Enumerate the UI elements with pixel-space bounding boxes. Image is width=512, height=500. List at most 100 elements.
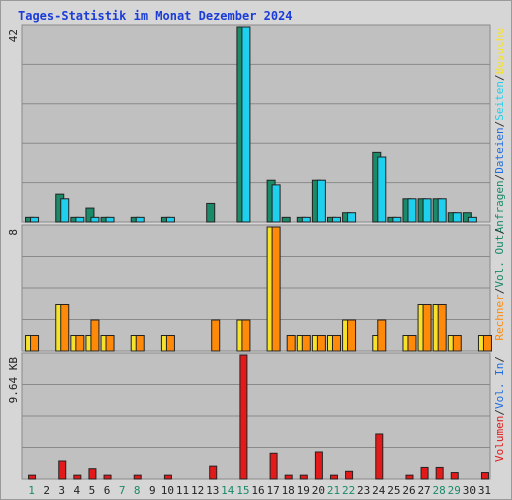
- bar-Dateien-day-19: [301, 216, 311, 223]
- bar-Dateien-day-26: [407, 198, 417, 223]
- bar-Rechner-day-28: [437, 304, 447, 352]
- bar-Volumen-day-8: [133, 474, 142, 480]
- bar-Volumen-day-26: [405, 474, 414, 480]
- y-max-label: 8: [7, 229, 20, 236]
- bar-Volumen-day-17: [269, 452, 278, 480]
- legend-item: Vol. Out: [493, 235, 506, 288]
- day-label-29: 29: [448, 484, 461, 497]
- day-label-23: 23: [357, 484, 370, 497]
- chart-panels: 42 8 9.64 KB: [7, 24, 492, 480]
- day-label-15: 15: [236, 484, 249, 497]
- bar-Anfragen-day-5: [85, 207, 95, 223]
- bar-Rechner-day-6: [105, 335, 115, 352]
- bar-Volumen-day-20: [314, 451, 323, 480]
- legend-item: /: [493, 228, 506, 235]
- bar-Volumen-day-27: [420, 466, 429, 480]
- bar-Dateien-day-3: [60, 198, 70, 223]
- day-label-24: 24: [372, 484, 386, 497]
- day-label-20: 20: [312, 484, 325, 497]
- legend-item: Rechner: [493, 294, 506, 341]
- day-label-9: 9: [149, 484, 156, 497]
- bar-Dateien-day-6: [105, 216, 115, 223]
- day-label-26: 26: [402, 484, 415, 497]
- day-label-27: 27: [417, 484, 430, 497]
- bar-Dateien-day-4: [75, 216, 85, 223]
- y-max-label: 9.64 KB: [7, 357, 20, 404]
- bar-Dateien-day-21: [331, 216, 341, 223]
- legend-visits_sites: Rechner/Vol. Out/: [493, 228, 506, 341]
- bar-Volumen-day-31: [480, 472, 489, 480]
- bar-Rechner-day-8: [135, 335, 145, 352]
- bar-Rechner-day-24: [377, 319, 387, 352]
- day-axis-labels: 1 2 3 4 5 6 7 8 9 10 11 12 13 14 15 16 17 18 19 20 21 22 23 24 2…: [28, 484, 491, 497]
- bar-Rechner-day-27: [422, 304, 432, 352]
- legend-item: /: [493, 74, 506, 81]
- legend-item: /: [493, 288, 506, 295]
- bar-Volumen-day-24: [375, 433, 384, 480]
- day-label-28: 28: [433, 484, 446, 497]
- bar-Rechner-day-20: [316, 335, 326, 352]
- bar-Volumen-day-3: [58, 460, 67, 480]
- bar-Rechner-day-18: [286, 335, 296, 352]
- bar-Rechner-day-17: [271, 226, 281, 352]
- bar-Rechner-day-13: [211, 319, 221, 352]
- bar-Dateien-day-27: [422, 198, 432, 223]
- legend-item: Besuche: [493, 28, 506, 74]
- day-label-19: 19: [297, 484, 310, 497]
- day-label-17: 17: [266, 484, 279, 497]
- bar-Volumen-day-29: [450, 472, 459, 480]
- bar-Rechner-day-4: [75, 335, 85, 352]
- bar-Volumen-day-10: [163, 474, 172, 480]
- legend-item: /: [493, 356, 506, 363]
- bar-Volumen-day-18: [284, 474, 293, 480]
- bar-Volumen-day-22: [345, 470, 354, 480]
- day-label-2: 2: [43, 484, 50, 497]
- bar-Volumen-day-4: [73, 474, 82, 480]
- legend-item: Volumen: [493, 416, 506, 462]
- day-label-12: 12: [191, 484, 204, 497]
- bar-Volumen-day-21: [329, 474, 338, 480]
- bar-Dateien-day-1: [30, 216, 40, 223]
- legend-hits_files_pages_visits: Anfragen/Dateien/Seiten/Besuche: [493, 28, 506, 233]
- bar-Dateien-day-15: [241, 26, 251, 223]
- bar-Rechner-day-31: [482, 335, 492, 352]
- bar-Dateien-day-30: [467, 216, 477, 223]
- bar-Rechner-day-26: [407, 335, 417, 352]
- bar-Dateien-day-24: [377, 156, 387, 223]
- bar-Rechner-day-1: [30, 335, 40, 352]
- bar-Dateien-day-10: [165, 216, 175, 223]
- day-label-3: 3: [58, 484, 65, 497]
- bar-Rechner-day-19: [301, 335, 311, 352]
- y-max-label: 42: [7, 29, 20, 42]
- day-label-7: 7: [119, 484, 126, 497]
- bar-Volumen-day-15: [239, 354, 248, 480]
- bar-Dateien-day-17: [271, 184, 281, 223]
- bar-Anfragen-day-13: [206, 202, 216, 223]
- legend-volume: Volumen/Vol. In/: [493, 356, 506, 462]
- bar-Volumen-day-28: [435, 466, 444, 480]
- panel-hits_files_pages_visits: 42: [7, 24, 491, 223]
- bar-Dateien-day-5: [90, 216, 100, 223]
- bar-Dateien-day-25: [392, 216, 402, 223]
- day-label-13: 13: [206, 484, 219, 497]
- bar-Volumen-day-19: [299, 474, 308, 480]
- bar-Dateien-day-8: [135, 216, 145, 223]
- legend-item: /: [493, 409, 506, 416]
- bar-Rechner-day-10: [165, 335, 175, 352]
- chart-legends: Anfragen/Dateien/Seiten/BesucheRechner/V…: [493, 28, 506, 462]
- bar-Rechner-day-22: [347, 319, 357, 352]
- bar-Rechner-day-3: [60, 304, 70, 352]
- day-label-1: 1: [28, 484, 35, 497]
- bar-Anfragen-day-18: [281, 216, 291, 223]
- day-label-18: 18: [282, 484, 295, 497]
- day-label-11: 11: [176, 484, 189, 497]
- chart-title: Tages-Statistik im Monat Dezember 2024: [18, 9, 293, 23]
- legend-item: Vol. In: [493, 363, 506, 409]
- plot-area: [21, 24, 491, 223]
- day-label-8: 8: [134, 484, 141, 497]
- day-label-31: 31: [478, 484, 491, 497]
- day-label-16: 16: [251, 484, 264, 497]
- day-label-4: 4: [74, 484, 81, 497]
- day-label-22: 22: [342, 484, 355, 497]
- day-label-10: 10: [161, 484, 174, 497]
